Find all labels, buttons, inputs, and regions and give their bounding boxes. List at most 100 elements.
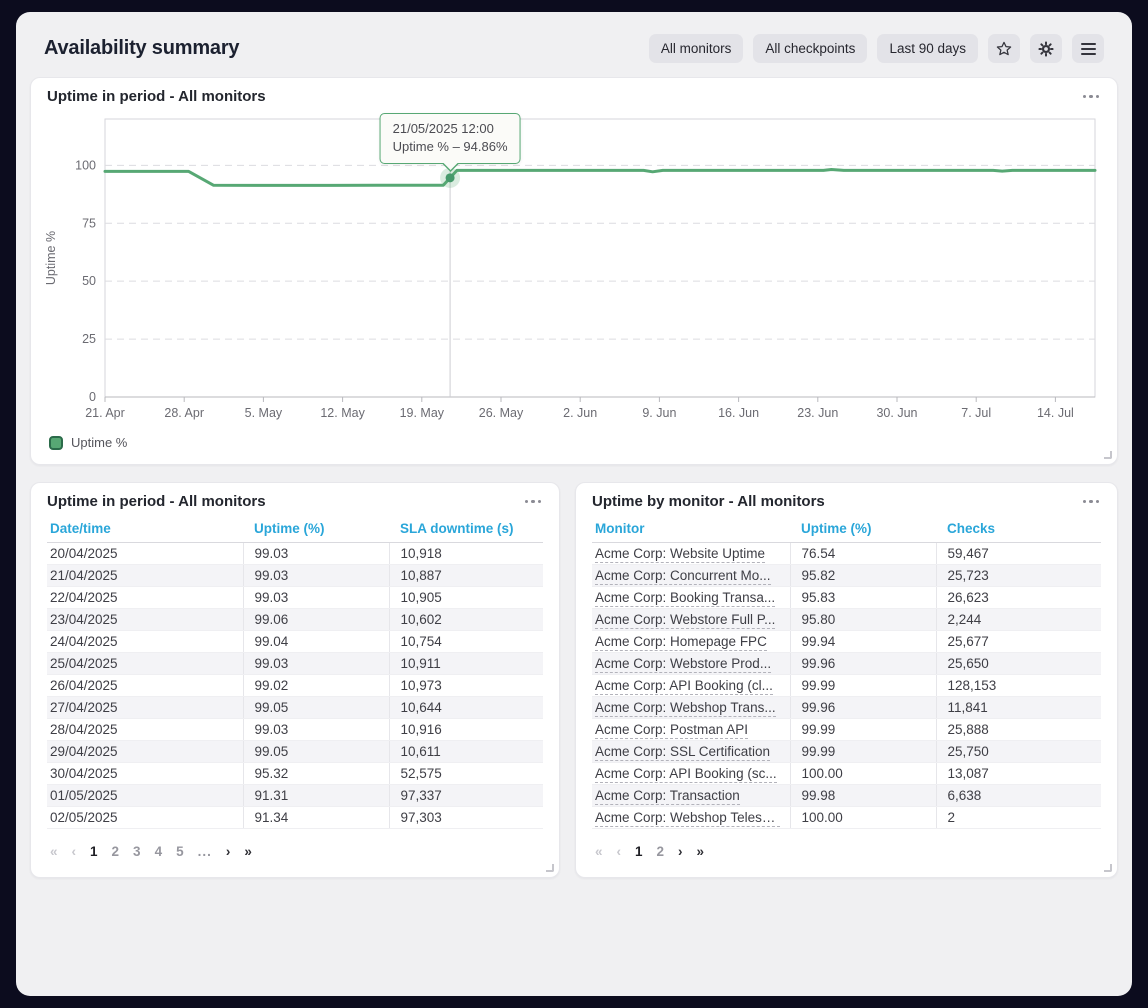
filter-all-checkpoints-button[interactable]: All checkpoints	[753, 34, 867, 63]
table-cell: 52,575	[389, 763, 543, 785]
table-cell: 95.32	[243, 763, 389, 785]
monitor-link[interactable]: Acme Corp: SSL Certification	[595, 744, 770, 761]
table-row: Acme Corp: Website Uptime 76.5459,467	[592, 543, 1101, 565]
table-cell: 10,973	[389, 675, 543, 697]
column-header[interactable]: Uptime (%)	[243, 518, 389, 543]
next-page-button[interactable]: ›	[678, 844, 683, 859]
first-page-button[interactable]: «	[50, 844, 58, 859]
page-number-button[interactable]: 3	[133, 844, 141, 859]
legend-label: Uptime %	[71, 435, 127, 450]
monitor-link[interactable]: Acme Corp: Booking Transa...	[595, 590, 775, 607]
last-page-button[interactable]: »	[244, 844, 252, 859]
monitor-link[interactable]: Acme Corp: Postman API	[595, 722, 748, 739]
column-header[interactable]: Date/time	[47, 518, 243, 543]
monitor-link[interactable]: Acme Corp: API Booking (sc...	[595, 766, 777, 783]
monitor-link[interactable]: Acme Corp: Homepage FPC	[595, 634, 767, 651]
filter-all-monitors-button[interactable]: All monitors	[649, 34, 744, 63]
column-header[interactable]: Monitor	[592, 518, 790, 543]
dashboard-header: Availability summary All monitors All ch…	[16, 12, 1132, 77]
previous-page-button[interactable]: ‹	[72, 844, 77, 859]
table-cell: 99.96	[790, 653, 936, 675]
table-cell: 10,644	[389, 697, 543, 719]
table-row: 22/04/202599.0310,905	[47, 587, 543, 609]
uptime-chart-svg[interactable]: 0255075100Uptime %21. Apr28. Apr5. May12…	[39, 107, 1111, 429]
table-cell: 59,467	[936, 543, 1101, 565]
uptime-chart[interactable]: 0255075100Uptime %21. Apr28. Apr5. May12…	[31, 107, 1117, 434]
table-cell: 99.03	[243, 653, 389, 675]
table-cell: 99.03	[243, 587, 389, 609]
resize-grip-icon[interactable]	[1104, 451, 1112, 459]
x-tick-label: 2. Jun	[563, 406, 597, 420]
column-header[interactable]: Checks	[936, 518, 1101, 543]
monitor-link[interactable]: Acme Corp: Webshop Telesc...	[595, 810, 780, 827]
table-row: 23/04/202599.0610,602	[47, 609, 543, 631]
resize-grip-icon[interactable]	[1104, 864, 1112, 872]
table-row: 27/04/202599.0510,644	[47, 697, 543, 719]
table-cell: 26/04/2025	[47, 675, 243, 697]
table-cell: 100.00	[790, 807, 936, 829]
table-cell: Acme Corp: Website Uptime	[592, 543, 790, 565]
settings-button[interactable]	[1030, 34, 1062, 63]
uptime-monitor-table: MonitorUptime (%)Checks Acme Corp: Websi…	[592, 518, 1101, 829]
filter-period-button[interactable]: Last 90 days	[877, 34, 978, 63]
table-cell: 99.02	[243, 675, 389, 697]
page-title: Availability summary	[44, 37, 239, 60]
table-cell: Acme Corp: Concurrent Mo...	[592, 565, 790, 587]
page-number-button[interactable]: 2	[657, 844, 665, 859]
table-cell: 23/04/2025	[47, 609, 243, 631]
chart-card-menu-button[interactable]	[1081, 89, 1101, 104]
gear-icon	[1037, 40, 1055, 58]
right-table-menu-button[interactable]	[1081, 494, 1101, 509]
column-header[interactable]: Uptime (%)	[790, 518, 936, 543]
resize-grip-icon[interactable]	[546, 864, 554, 872]
pagination-ellipsis: ...	[198, 844, 212, 859]
star-icon	[995, 40, 1013, 58]
monitor-link[interactable]: Acme Corp: Transaction	[595, 788, 740, 805]
left-table-pagination: « ‹ 12345... › »	[31, 829, 559, 859]
table-cell: 95.82	[790, 565, 936, 587]
tooltip-datetime: 21/05/2025 12:00	[393, 120, 508, 138]
next-page-button[interactable]: ›	[226, 844, 231, 859]
monitor-link[interactable]: Acme Corp: Webstore Full P...	[595, 612, 775, 629]
monitor-link[interactable]: Acme Corp: Concurrent Mo...	[595, 568, 771, 585]
table-cell: 99.04	[243, 631, 389, 653]
table-cell: 6,638	[936, 785, 1101, 807]
table-cell: Acme Corp: API Booking (sc...	[592, 763, 790, 785]
ellipsis-icon	[525, 500, 541, 503]
monitor-link[interactable]: Acme Corp: Webshop Trans...	[595, 700, 776, 717]
table-cell: 22/04/2025	[47, 587, 243, 609]
first-page-button[interactable]: «	[595, 844, 603, 859]
favorite-button[interactable]	[988, 34, 1020, 63]
table-cell: 10,611	[389, 741, 543, 763]
column-header[interactable]: SLA downtime (s)	[389, 518, 543, 543]
table-cell: Acme Corp: SSL Certification	[592, 741, 790, 763]
chart-title: Uptime in period - All monitors	[47, 88, 266, 105]
table-cell: 99.94	[790, 631, 936, 653]
menu-button[interactable]	[1072, 34, 1104, 63]
table-cell: 25,888	[936, 719, 1101, 741]
page-number-button[interactable]: 1	[90, 844, 98, 859]
chart-marker[interactable]	[446, 173, 455, 182]
left-table-header: Uptime in period - All monitors	[31, 483, 559, 512]
left-table-menu-button[interactable]	[523, 494, 543, 509]
page-number-button[interactable]: 5	[176, 844, 184, 859]
previous-page-button[interactable]: ‹	[617, 844, 622, 859]
page-number-button[interactable]: 4	[155, 844, 163, 859]
monitor-link[interactable]: Acme Corp: API Booking (cl...	[595, 678, 773, 695]
monitor-link[interactable]: Acme Corp: Webstore Prod...	[595, 656, 771, 673]
page-number-button[interactable]: 2	[112, 844, 120, 859]
last-page-button[interactable]: »	[697, 844, 705, 859]
chart-legend-item[interactable]: Uptime %	[31, 434, 145, 450]
table-row: 21/04/202599.0310,887	[47, 565, 543, 587]
table-cell: 25,650	[936, 653, 1101, 675]
monitor-link[interactable]: Acme Corp: Website Uptime	[595, 546, 765, 563]
x-tick-label: 14. Jul	[1037, 406, 1074, 420]
table-cell: 99.99	[790, 675, 936, 697]
x-tick-label: 7. Jul	[961, 406, 991, 420]
table-cell: Acme Corp: Homepage FPC	[592, 631, 790, 653]
uptime-monitor-table-card: Uptime by monitor - All monitors Monitor…	[575, 482, 1118, 878]
table-row: Acme Corp: Webstore Prod... 99.9625,650	[592, 653, 1101, 675]
table-cell: 10,905	[389, 587, 543, 609]
table-cell: 76.54	[790, 543, 936, 565]
page-number-button[interactable]: 1	[635, 844, 643, 859]
